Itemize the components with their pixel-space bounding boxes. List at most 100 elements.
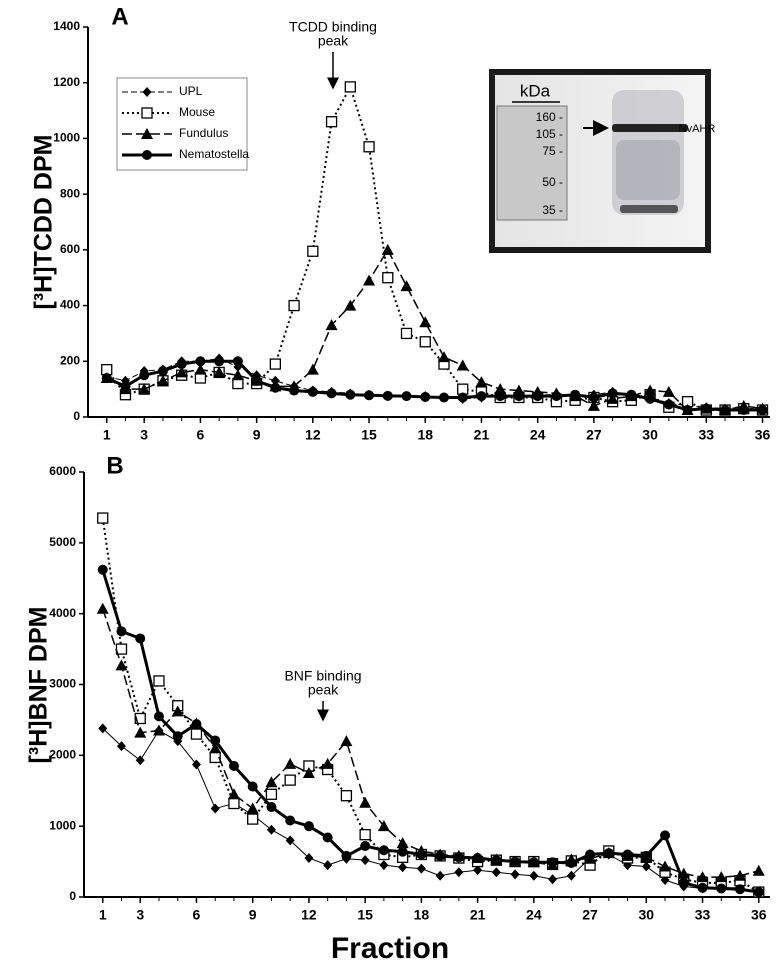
x-tick-label: 6 <box>193 907 201 923</box>
marker-triangle <box>134 726 147 738</box>
marker-circle <box>547 857 558 868</box>
marker-diamond <box>398 862 408 873</box>
marker-triangle <box>419 316 432 328</box>
x-tick-label: 12 <box>305 427 321 443</box>
marker-triangle <box>302 767 315 779</box>
marker-diamond <box>210 803 220 814</box>
x-tick-label: 24 <box>526 907 542 923</box>
marker-circle <box>622 849 633 860</box>
legend-label: Nematostella <box>179 147 249 161</box>
y-tick-label: 2000 <box>49 748 76 762</box>
marker-triangle <box>344 299 357 311</box>
marker-triangle <box>715 871 728 883</box>
panel-label: B <box>106 452 123 479</box>
legend-label: Mouse <box>179 105 215 119</box>
marker-square <box>307 245 319 257</box>
marker-square <box>97 512 109 524</box>
marker-circle <box>382 390 393 401</box>
marker-diamond <box>191 759 201 770</box>
marker-circle <box>397 846 408 857</box>
x-tick-label: 36 <box>751 907 767 923</box>
marker-circle <box>341 850 352 861</box>
marker-circle <box>326 388 337 399</box>
marker-triangle <box>734 869 747 881</box>
marker-circle <box>307 386 318 397</box>
annotation: BNF binding <box>284 668 361 684</box>
x-tick-label: 27 <box>582 907 598 923</box>
marker-circle <box>513 391 524 402</box>
marker-triangle <box>659 860 672 872</box>
marker-diamond <box>416 863 426 874</box>
legend-marker <box>141 128 153 139</box>
marker-triangle <box>644 384 657 396</box>
marker-circle <box>420 391 431 402</box>
marker-triangle <box>662 385 675 397</box>
marker-square <box>265 788 278 800</box>
marker-circle <box>626 389 637 400</box>
marker-lane <box>496 105 568 221</box>
x-tick-label: 33 <box>695 907 711 923</box>
marker-circle <box>532 391 543 402</box>
marker-circle <box>266 802 277 813</box>
marker-circle <box>228 760 239 771</box>
marker-triangle <box>175 366 188 378</box>
marker-square <box>359 829 371 841</box>
marker-triangle <box>209 742 222 754</box>
y-tick-label: 5000 <box>49 535 76 549</box>
y-tick-label: 800 <box>60 186 80 200</box>
series-line <box>106 248 763 411</box>
marker-diamond <box>323 860 333 871</box>
marker-diamond <box>360 855 370 866</box>
marker-triangle <box>284 757 297 769</box>
marker-circle <box>528 857 539 868</box>
x-tick-label: 33 <box>699 427 715 443</box>
marker-triangle <box>587 399 600 411</box>
x-tick-label: 30 <box>639 907 655 923</box>
marker-triangle <box>213 366 226 378</box>
marker-diamond <box>304 853 314 864</box>
marker-diamond <box>548 874 558 885</box>
marker-circle <box>345 389 356 400</box>
x-tick-label: 1 <box>103 427 111 443</box>
kda-marker: 75 - <box>542 144 563 158</box>
marker-diamond <box>529 870 539 881</box>
marker-circle <box>738 405 749 416</box>
marker-triangle <box>325 319 338 331</box>
y-tick-label: 1400 <box>53 19 80 33</box>
marker-triangle <box>606 392 619 404</box>
marker-triangle <box>456 359 469 371</box>
marker-circle <box>116 626 127 637</box>
x-tick-label: 3 <box>136 907 144 923</box>
marker-triangle <box>494 383 507 395</box>
x-tick-label: 30 <box>642 427 658 443</box>
x-tick-label: 15 <box>357 907 373 923</box>
kda-marker: 105 - <box>536 127 563 141</box>
legend-marker <box>142 87 152 97</box>
marker-circle <box>457 392 468 403</box>
marker-triangle <box>194 363 207 375</box>
marker-circle <box>303 821 314 832</box>
x-tick-label: 3 <box>140 427 148 443</box>
marker-circle <box>472 853 483 864</box>
x-tick-label: 27 <box>586 427 602 443</box>
marker-square <box>134 712 146 725</box>
marker-diamond <box>454 867 464 878</box>
marker-diamond <box>98 723 108 734</box>
marker-circle <box>753 887 764 898</box>
marker-triangle <box>752 864 765 876</box>
marker-circle <box>139 370 150 381</box>
marker-triangle <box>265 776 278 788</box>
marker-diamond <box>135 755 145 766</box>
marker-circle <box>232 356 243 367</box>
marker-circle <box>378 845 389 856</box>
marker-circle <box>735 884 746 895</box>
legend-marker <box>142 150 152 160</box>
y-tick-label: 1200 <box>53 75 80 89</box>
marker-circle <box>172 731 183 742</box>
marker-triangle <box>152 724 165 736</box>
legend-marker <box>141 107 153 119</box>
x-tick-label: 9 <box>249 907 257 923</box>
marker-square <box>400 327 413 340</box>
inset-title: kDa <box>520 81 551 100</box>
